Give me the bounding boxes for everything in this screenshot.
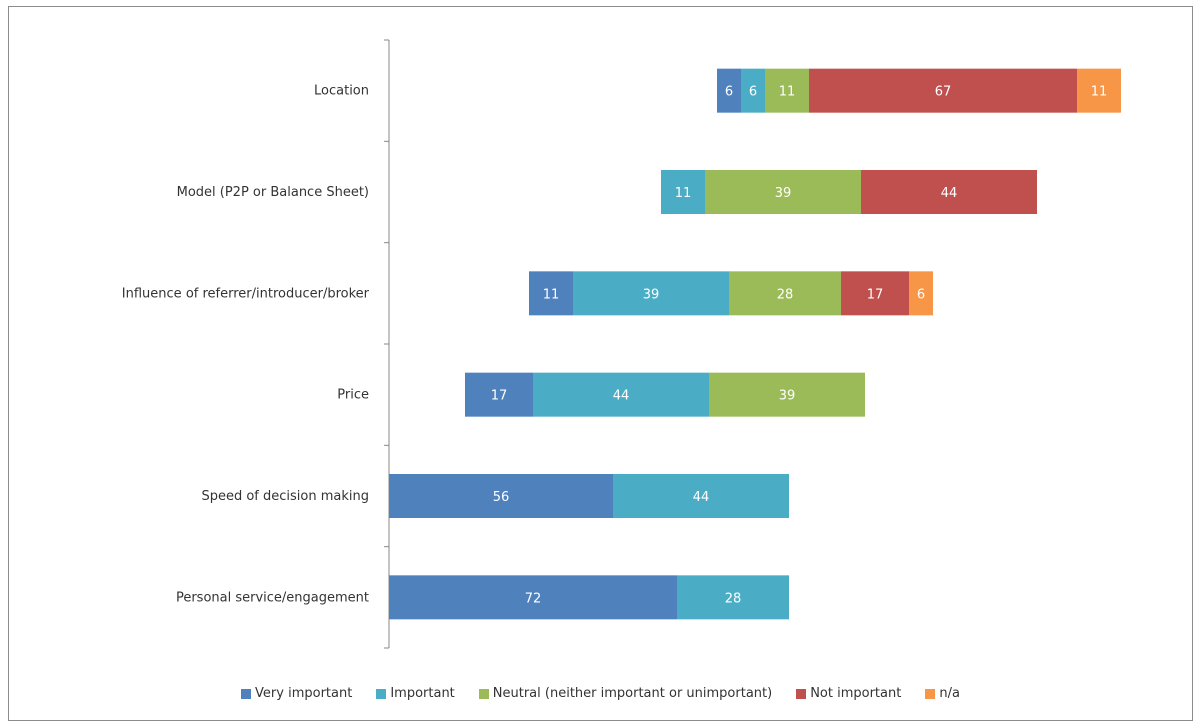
legend-swatch: [925, 688, 936, 699]
legend-swatch: [478, 688, 489, 699]
data-label: 6: [725, 85, 733, 100]
bar-segment: [1077, 68, 1121, 113]
bar-segment: [729, 271, 841, 316]
bar-segment: [677, 575, 789, 620]
data-label: 6: [917, 287, 925, 302]
category-label: Influence of referrer/introducer/broker: [122, 286, 370, 301]
legend-item: Not important: [796, 686, 901, 701]
bar-segment: [465, 372, 533, 417]
legend-swatch: [796, 688, 807, 699]
data-label: 17: [867, 287, 884, 302]
legend-item: Neutral (neither important or unimportan…: [478, 686, 773, 701]
data-label: 11: [779, 85, 796, 100]
category-label: Personal service/engagement: [176, 590, 369, 605]
data-label: 11: [543, 287, 560, 302]
bar-segment: [765, 68, 809, 113]
legend-label: Neutral (neither important or unimportan…: [492, 686, 773, 701]
data-label: 72: [525, 591, 542, 606]
legend-item: Very important: [241, 686, 352, 701]
data-label: 39: [779, 389, 796, 404]
data-label: 11: [675, 186, 692, 201]
category-axis: [384, 39, 390, 649]
bar-segment: [389, 575, 677, 620]
bar-segment: [809, 68, 1077, 113]
category-label: Price: [337, 388, 369, 403]
bar-segment: [529, 271, 573, 316]
data-label: 28: [777, 287, 794, 302]
data-label: 39: [643, 287, 660, 302]
category-labels: Location Model (P2P or Balance Sheet) Infl…: [122, 84, 370, 606]
legend-label: Very important: [255, 686, 353, 701]
bar-segment: [709, 372, 865, 417]
legend-swatch: [241, 688, 252, 699]
bar-segment: [705, 170, 861, 214]
data-label: 44: [693, 490, 710, 505]
data-label: 6: [749, 85, 757, 100]
legend-item: Important: [376, 686, 455, 701]
bar-segment: [613, 474, 789, 518]
bar-segment: [661, 170, 705, 214]
category-label: Speed of decision making: [201, 489, 369, 504]
bar-segment: [909, 271, 933, 316]
legend-label: Important: [390, 686, 455, 701]
legend-item: n/a: [925, 686, 960, 701]
data-label: 44: [613, 389, 630, 404]
category-label: Location: [314, 84, 369, 99]
data-label: 44: [941, 186, 958, 201]
data-label: 67: [935, 85, 952, 100]
bars: 6 6 11 67 11 11 39 44 11 39 28 17 6 17 44 39 56 44 72 28: [389, 68, 1121, 620]
bar-segment: [717, 68, 741, 113]
data-label: 56: [493, 490, 510, 505]
bar-segment: [861, 170, 1037, 214]
bar-segment: [533, 372, 709, 417]
legend: Very important Important Neutral (neither …: [0, 686, 1201, 701]
legend-label: n/a: [939, 686, 960, 701]
bar-segment: [389, 474, 613, 518]
bar-segment: [841, 271, 909, 316]
data-label: 11: [1091, 85, 1108, 100]
legend-label: Not important: [810, 686, 902, 701]
category-label: Model (P2P or Balance Sheet): [177, 185, 369, 200]
bar-segment: [741, 68, 765, 113]
bar-segment: [573, 271, 729, 316]
data-label: 39: [775, 186, 792, 201]
legend-swatch: [376, 688, 387, 699]
data-label: 17: [491, 389, 508, 404]
data-label: 28: [725, 591, 742, 606]
